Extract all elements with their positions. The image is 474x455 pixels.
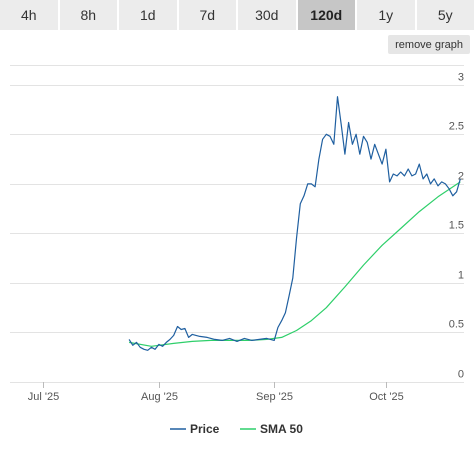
tab-1y[interactable]: 1y [357, 0, 415, 30]
x-tick-label: Jul '25 [28, 391, 59, 403]
x-tick-label: Sep '25 [256, 391, 293, 403]
range-tabs: 4h 8h 1d 7d 30d 120d 1y 5y [0, 0, 474, 30]
tab-7d[interactable]: 7d [178, 0, 236, 30]
y-axis: 0 0.5 1 1.5 2 2.5 3 [449, 72, 464, 381]
legend-label[interactable]: Price [190, 422, 220, 436]
y-tick-label: 1 [458, 270, 464, 282]
tab-8h[interactable]: 8h [59, 0, 117, 30]
tab-4h[interactable]: 4h [0, 0, 58, 30]
y-tick-label: 0.5 [449, 319, 464, 331]
y-tick-label: 0 [458, 369, 464, 381]
legend-label[interactable]: SMA 50 [260, 422, 303, 436]
price-series-line [128, 96, 461, 351]
x-axis: Jul '25 Aug '25 Sep '25 Oct '25 [28, 382, 404, 403]
tab-1d[interactable]: 1d [119, 0, 177, 30]
x-tick-label: Aug '25 [141, 391, 178, 403]
sma50-series-line [128, 181, 461, 347]
y-tick-label: 1.5 [449, 220, 464, 232]
tab-30d[interactable]: 30d [238, 0, 296, 30]
y-tick-label: 3 [458, 72, 464, 84]
x-tick-label: Oct '25 [369, 391, 404, 403]
y-tick-label: 2 [458, 171, 464, 183]
tab-5y[interactable]: 5y [416, 0, 474, 30]
remove-graph-button[interactable]: remove graph [388, 35, 470, 54]
chart-grid [10, 65, 464, 383]
y-tick-label: 2.5 [449, 121, 464, 133]
chart-legend: Price SMA 50 [170, 422, 303, 436]
tab-120d[interactable]: 120d [297, 0, 355, 30]
series-layer [128, 96, 461, 351]
